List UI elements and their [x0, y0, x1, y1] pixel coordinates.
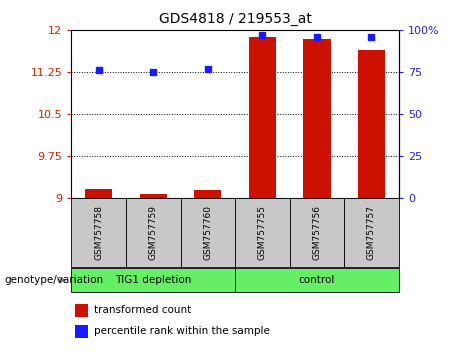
Text: control: control [299, 275, 335, 285]
Bar [181, 198, 235, 267]
Bar [126, 198, 181, 267]
Bar [194, 190, 221, 198]
Text: transformed count: transformed count [95, 305, 192, 315]
Bar [235, 198, 290, 267]
Text: percentile rank within the sample: percentile rank within the sample [95, 326, 270, 336]
Bar [303, 39, 331, 198]
Bar [235, 268, 399, 292]
Bar [140, 194, 167, 198]
Title: GDS4818 / 219553_at: GDS4818 / 219553_at [159, 12, 312, 26]
Bar [71, 198, 126, 267]
Bar [290, 198, 344, 267]
Bar [85, 189, 112, 198]
Text: GSM757757: GSM757757 [367, 205, 376, 260]
Bar [358, 50, 385, 198]
Text: GSM757760: GSM757760 [203, 205, 213, 260]
Text: genotype/variation: genotype/variation [5, 275, 104, 285]
Bar [249, 37, 276, 198]
Text: GSM757756: GSM757756 [313, 205, 321, 260]
Bar [71, 268, 235, 292]
Bar [344, 198, 399, 267]
Text: GSM757758: GSM757758 [94, 205, 103, 260]
Text: TIG1 depletion: TIG1 depletion [115, 275, 191, 285]
Text: GSM757755: GSM757755 [258, 205, 267, 260]
Text: GSM757759: GSM757759 [149, 205, 158, 260]
Bar [75, 325, 88, 338]
Bar [75, 304, 88, 317]
